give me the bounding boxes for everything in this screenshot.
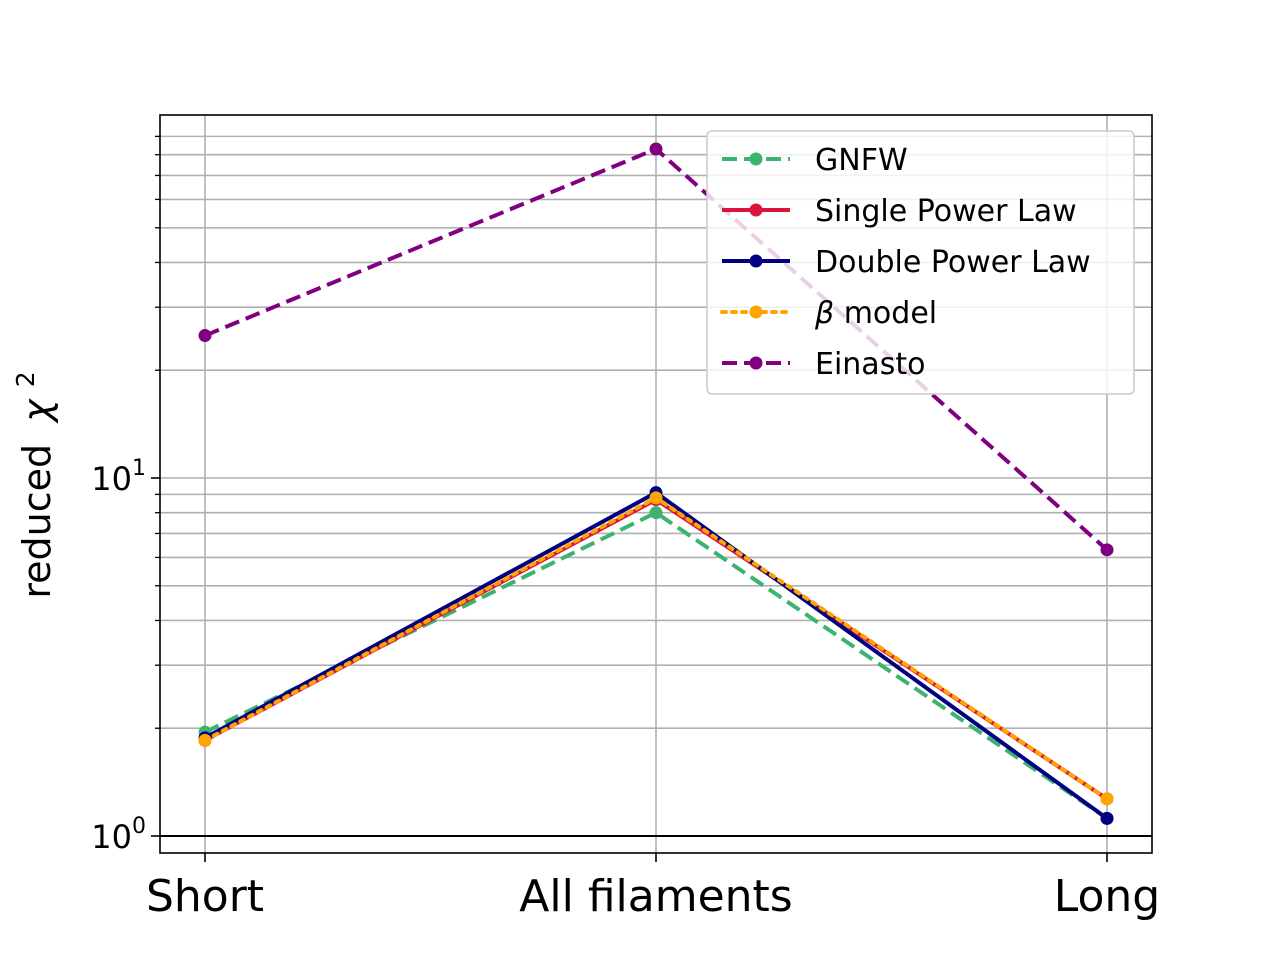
data-point <box>649 142 663 156</box>
data-point <box>1100 792 1114 806</box>
y-axis-label: reduced χ 2 <box>11 371 59 598</box>
x-tick-label: Long <box>1054 871 1160 922</box>
ticks-layer: 100 101 Short All filaments Long <box>91 135 1160 922</box>
series-group <box>198 491 1114 806</box>
series-layer <box>198 142 1114 825</box>
y-axis-label-exponent: 2 <box>11 371 40 387</box>
data-point <box>198 733 212 747</box>
y-axis-label-symbol: χ <box>15 398 59 424</box>
svg-text:reduced χ 2: reduced χ 2 <box>11 371 59 598</box>
legend-box <box>706 130 1135 395</box>
legend-label: Single Power Law <box>815 194 1077 229</box>
legend-swatch-marker <box>749 152 763 166</box>
legend-swatch-marker <box>749 305 763 319</box>
x-tick-label: All filaments <box>519 871 792 922</box>
y-tick-label: 101 <box>91 456 146 498</box>
legend-swatch-marker <box>749 356 763 370</box>
legend-swatch-marker <box>749 254 763 268</box>
data-point <box>649 506 663 520</box>
legend: GNFW Single Power Law Double Power Law β mo… <box>706 130 1135 395</box>
y-axis-label-text: reduced <box>15 444 59 599</box>
legend-label: Einasto <box>815 347 925 382</box>
data-point <box>1100 543 1114 557</box>
legend-label: β model <box>814 296 937 331</box>
legend-label: Double Power Law <box>815 245 1091 280</box>
x-tick-label: Short <box>146 871 264 922</box>
data-point <box>1100 811 1114 825</box>
data-point <box>198 329 212 343</box>
legend-label: GNFW <box>815 143 908 178</box>
series-group <box>198 142 1114 557</box>
y-tick-label: 100 <box>91 814 146 856</box>
data-point <box>649 491 663 505</box>
legend-swatch-marker <box>749 203 763 217</box>
